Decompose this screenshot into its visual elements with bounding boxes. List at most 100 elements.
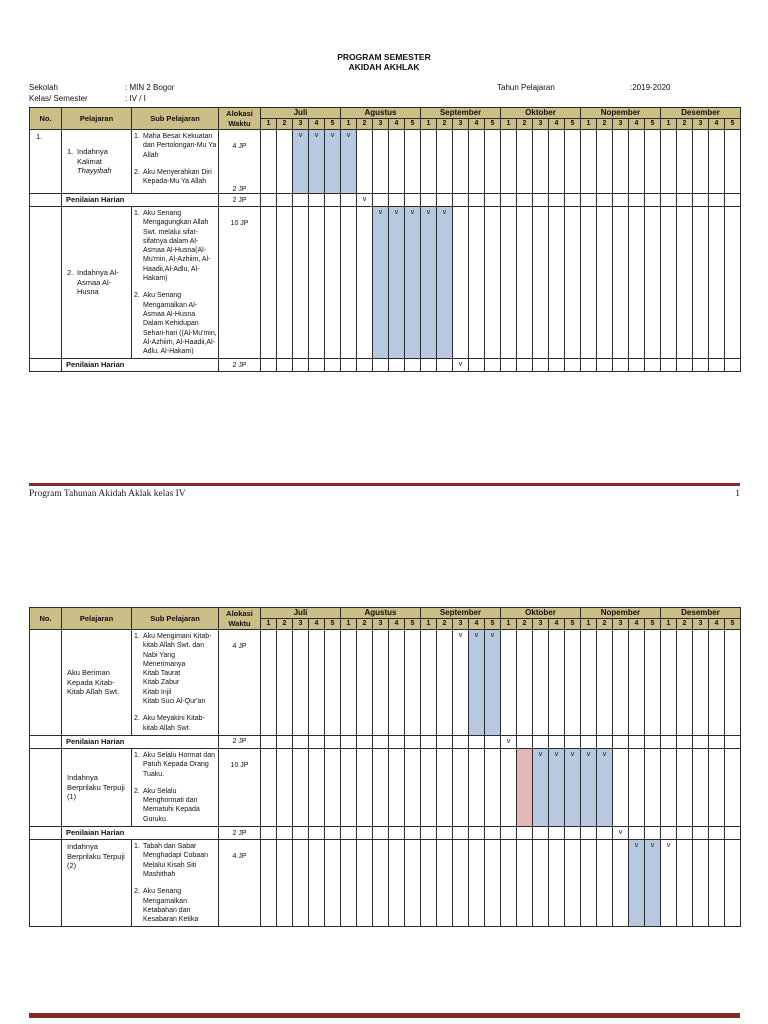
week-cell (724, 839, 741, 928)
week-cell (676, 826, 693, 841)
week-cell (532, 629, 549, 736)
penilaian-harian-row: Penilaian Harian 2 JP v (29, 734, 741, 749)
week-cell (468, 839, 485, 928)
week-cell (660, 747, 677, 828)
sub-item-text: Maha Besar Kekuatan dan Pertolongan-Mu Y… (143, 133, 217, 159)
table-body: 1. 1. Indahnya Kalimat Thayyibah 1. Maha Bes… (29, 129, 741, 373)
week-cell (260, 358, 277, 373)
pelajaran-label: Indahnya Al-Asmaa Al-Husna (77, 268, 119, 297)
info-line-sekolah: Sekolah: MIN 2 Bogor (29, 83, 740, 94)
week-cell (356, 826, 373, 841)
pelajaran-number: 1. (67, 147, 74, 157)
week-cell (324, 734, 341, 749)
week-cell (628, 826, 645, 841)
week-cell (692, 358, 709, 373)
week-cell (420, 129, 437, 194)
week-cell (516, 734, 533, 749)
week-cell (532, 193, 549, 207)
semester-table: No. Pelajaran Sub Pelajaran Alokasi Waktu Ju… (29, 607, 741, 928)
week-cell (388, 826, 405, 841)
week-cell (484, 839, 501, 928)
week-cell (356, 629, 373, 736)
cell-no (29, 734, 62, 749)
week-cell (308, 826, 325, 841)
week-cell (692, 629, 709, 736)
week-cell (548, 629, 565, 736)
sub-pelajaran-item: 1. Tabah dan Sabar Menghadapi Cobaan Mela… (134, 842, 217, 879)
week-cell (260, 734, 277, 749)
week-cell (260, 205, 277, 360)
week-cell (468, 747, 485, 828)
week-cell (372, 839, 389, 928)
week-cell (644, 826, 661, 841)
week-cell (308, 358, 325, 373)
sub-item-text: Aku Senang Mengamalkan Ketabahan dan Kes… (143, 888, 199, 924)
week-cell (500, 826, 517, 841)
header-week-number: 5 (564, 618, 581, 630)
week-cell (708, 193, 725, 207)
week-cell (484, 747, 501, 828)
week-cell (276, 205, 293, 360)
penilaian-harian-row: Penilaian Harian 2 JP v (29, 826, 741, 841)
header-week-number: 3 (532, 618, 549, 630)
semester-table-page-2: No. Pelajaran Sub Pelajaran Alokasi Waktu Ju… (29, 607, 741, 928)
footer-line: Program Tahunan Akidah Aklak kelas IV 1 (29, 486, 740, 499)
week-cell (516, 129, 533, 194)
alokasi-jp-value: 4 JP (232, 643, 247, 650)
week-cell (532, 129, 549, 194)
header-week-number: 1 (420, 618, 437, 630)
week-cell (436, 129, 453, 194)
header-week-number: 4 (468, 118, 485, 130)
cell-sub-pelajaran: 1. Tabah dan Sabar Menghadapi Cobaan Mela… (131, 839, 219, 928)
header-month-juli: Juli (260, 107, 341, 119)
lesson-row: Indahnya Berprilaku Terpuji (2) 1. Tabah d… (29, 839, 741, 928)
week-cell (676, 629, 693, 736)
week-cell (580, 839, 597, 928)
pelajaran-text: Indahnya Berprilaku Terpuji (2) (67, 842, 129, 871)
week-mark-cell: v (372, 205, 389, 360)
week-cell (340, 193, 357, 207)
header-row-months: No. Pelajaran Sub Pelajaran Alokasi Waktu Ju… (29, 107, 741, 130)
header-week-number: 4 (468, 618, 485, 630)
week-cell (276, 129, 293, 194)
week-cell (612, 358, 629, 373)
cell-alokasi-waktu: 4 JP (218, 629, 261, 736)
sub-item-number: 1. (134, 133, 140, 140)
week-cell (372, 747, 389, 828)
week-cell (292, 747, 309, 828)
week-cell (628, 193, 645, 207)
week-cell (708, 129, 725, 194)
week-cell (500, 629, 517, 736)
header-week-number: 5 (564, 118, 581, 130)
page-1-footer: Program Tahunan Akidah Aklak kelas IV 1 (29, 483, 740, 499)
week-cell (676, 205, 693, 360)
header-week-number: 4 (548, 618, 565, 630)
cell-pelajaran: Aku Beriman Kepada Kitab-Kitab Allah Swt… (61, 629, 132, 736)
week-cell (372, 193, 389, 207)
page-2: No. Pelajaran Sub Pelajaran Alokasi Waktu Ju… (0, 607, 768, 1013)
week-cell (596, 129, 613, 194)
week-cell (612, 747, 629, 828)
week-cell (676, 747, 693, 828)
week-cell (276, 358, 293, 373)
week-cell (628, 358, 645, 373)
header-week-number: 3 (612, 618, 629, 630)
week-cell (596, 205, 613, 360)
lesson-row: Indahnya Berprilaku Terpuji (1) 1. Aku Sel… (29, 747, 741, 828)
week-cell (564, 734, 581, 749)
week-cell (596, 193, 613, 207)
week-cell (292, 629, 309, 736)
sub-item-number: 1. (134, 210, 140, 217)
cell-sub-pelajaran: 1. Aku Mengimani Kitab-kitab Allah Swt. d… (131, 629, 219, 736)
header-month-desember: Desember (660, 107, 741, 119)
week-cell (660, 193, 677, 207)
header-week-number: 3 (692, 118, 709, 130)
week-cell (548, 826, 565, 841)
week-cell (612, 205, 629, 360)
week-cell (644, 129, 661, 194)
week-cell (388, 734, 405, 749)
header-week-number: 5 (484, 618, 501, 630)
week-mark-cell: v (628, 839, 645, 928)
header-week-number: 3 (532, 118, 549, 130)
